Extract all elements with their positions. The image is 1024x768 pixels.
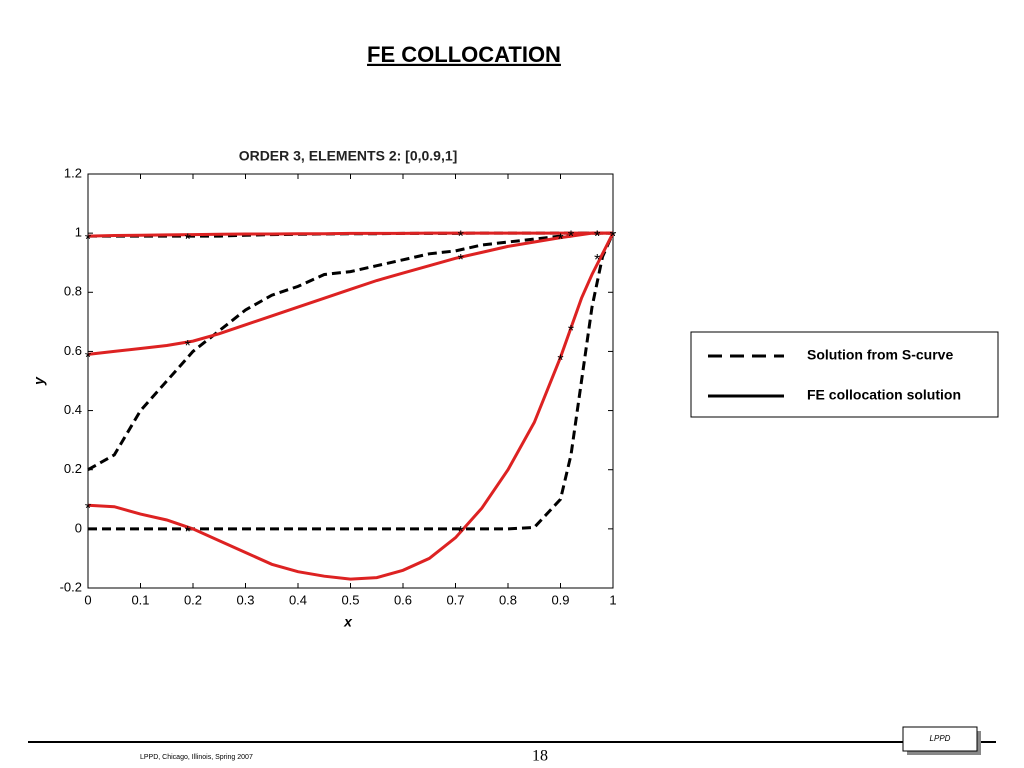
solid-line [87,231,613,356]
chart-title: ORDER 3, ELEMENTS 2: [0,0.9,1] [239,148,458,164]
y-tick-label: 1.2 [64,165,82,180]
slide-title: FE COLLOCATION [367,42,561,67]
y-tick-label: 1 [75,225,82,240]
y-tick-label: 0.8 [64,284,82,299]
y-tick-label: -0.2 [60,579,82,594]
marker: * [610,228,616,245]
y-axis-label: y [31,376,47,386]
x-tick-label: 0.6 [394,592,412,607]
y-tick-label: 0.4 [64,402,82,417]
solid-line [87,231,613,238]
legend-box [690,331,999,418]
marker: * [85,231,91,248]
marker: * [185,524,191,541]
logo-text: LPPD [930,734,951,743]
x-tick-label: 0.1 [131,592,149,607]
legend-label: Solution from S-curve [807,347,953,363]
marker: * [594,228,600,245]
logo-box [902,726,978,752]
x-axis-label: x [343,614,353,630]
x-tick-label: 0.8 [499,592,517,607]
x-tick-label: 1 [609,592,616,607]
marker: * [568,323,574,340]
footer-text: LPPD, Chicago, Illinois, Spring 2007 [140,754,253,761]
x-tick-label: 0.3 [236,592,254,607]
y-tick-label: 0.6 [64,343,82,358]
marker: * [185,231,191,248]
marker: * [610,228,616,245]
marker: * [458,524,464,541]
page-number: 18 [532,748,548,765]
x-tick-label: 0.2 [184,592,202,607]
marker: * [458,228,464,245]
marker: * [568,228,574,245]
y-tick-label: 0 [75,520,82,535]
marker: * [557,231,563,248]
y-tick-label: 0.2 [64,461,82,476]
solid-line [87,232,615,581]
marker: * [557,231,563,248]
marker: * [185,338,191,355]
marker: * [568,228,574,245]
marker: * [610,228,616,245]
x-tick-label: 0.4 [289,592,307,607]
marker: * [557,353,563,370]
marker: * [594,228,600,245]
x-tick-label: 0.7 [446,592,464,607]
x-tick-label: 0 [84,592,91,607]
legend-label: FE collocation solution [807,387,961,403]
x-tick-label: 0.5 [341,592,359,607]
marker: * [594,252,600,269]
marker: * [458,252,464,269]
x-tick-label: 0.9 [551,592,569,607]
marker: * [85,500,91,517]
marker: * [85,350,91,367]
